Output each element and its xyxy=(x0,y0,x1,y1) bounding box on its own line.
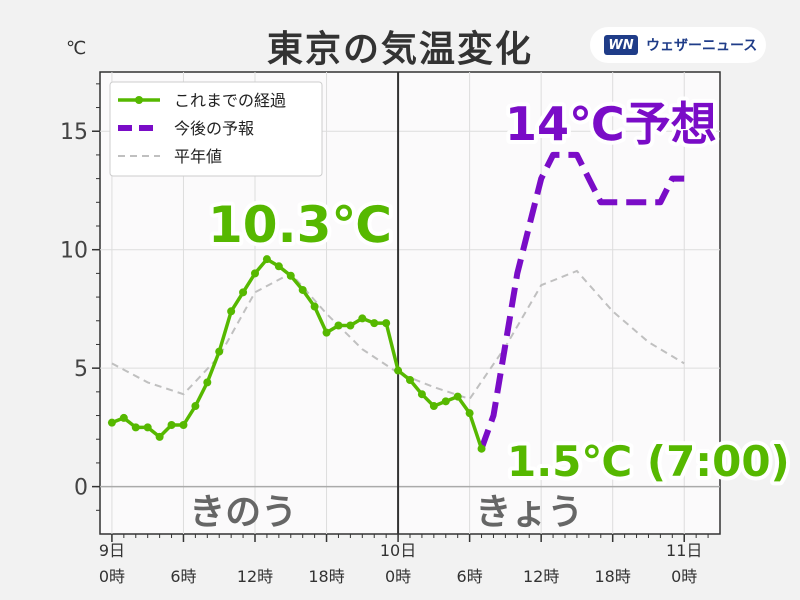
forecast-temp-label-outline: 14℃予想 xyxy=(505,97,717,151)
observed-point xyxy=(274,262,283,271)
legend-observed-label: これまでの経過 xyxy=(174,91,286,110)
observed-point xyxy=(215,347,224,356)
observed-point xyxy=(131,423,140,432)
observed-point xyxy=(382,319,391,328)
observed-point xyxy=(429,402,438,411)
brand-name: ウェザーニュース xyxy=(646,38,758,54)
series-normal-line xyxy=(111,269,685,401)
observed-point xyxy=(465,409,474,418)
observed-point xyxy=(119,413,128,422)
observed-point xyxy=(334,321,343,330)
legend-normal-label: 平年値 xyxy=(174,147,222,166)
observed-point xyxy=(322,328,331,337)
x-tick-label: 0時 xyxy=(385,567,411,586)
observed-point xyxy=(239,288,248,297)
observed-point xyxy=(346,321,355,330)
observed-point xyxy=(310,302,319,311)
y-tick-label: 15 xyxy=(60,120,88,145)
observed-point xyxy=(227,307,236,316)
min-temp-label: 1.5℃ (7:00) xyxy=(507,437,790,486)
observed-point xyxy=(251,269,259,278)
observed-point xyxy=(143,423,152,432)
x-tick-date-label: 11日 xyxy=(666,541,702,560)
observed-point xyxy=(358,314,367,323)
observed-point xyxy=(417,390,426,399)
x-tick-label: 18時 xyxy=(308,567,344,586)
today-label: きょう xyxy=(475,492,583,533)
min-temp-label-outline: 1.5℃ (7:00) xyxy=(507,437,790,486)
y-tick-label: 5 xyxy=(74,357,88,382)
legend-forecast-label: 今後の予報 xyxy=(174,119,254,138)
x-tick-label: 6時 xyxy=(170,567,196,586)
yesterday-label: きのう xyxy=(189,492,297,533)
x-tick-date-label: 9日 xyxy=(99,541,125,560)
y-tick-label: 10 xyxy=(60,239,88,264)
observed-point xyxy=(107,418,116,427)
legend-box xyxy=(109,81,323,177)
observed-point xyxy=(453,392,462,401)
x-tick-label: 0時 xyxy=(99,567,125,586)
observed-point xyxy=(167,421,176,430)
observed-point xyxy=(298,285,307,294)
observed-point xyxy=(477,444,486,453)
weathernews-logo-icon: WN xyxy=(604,35,638,55)
observed-point xyxy=(179,421,188,430)
observed-point xyxy=(191,402,200,411)
observed-point xyxy=(262,255,271,264)
series-lines xyxy=(107,151,685,453)
x-tick-date-label: 10日 xyxy=(380,541,416,560)
y-axis-unit: ℃ xyxy=(66,38,87,59)
y-tick-label: 0 xyxy=(74,476,88,501)
observed-point xyxy=(286,271,295,280)
observed-point xyxy=(203,378,212,387)
chart-title: 東京の気温変化 xyxy=(266,29,533,70)
legend-marker xyxy=(135,96,143,104)
brand-badge: WN ウェザーニュース xyxy=(590,27,766,63)
x-tick-label: 0時 xyxy=(671,567,697,586)
x-tick-label: 6時 xyxy=(457,567,483,586)
forecast-temp-label: 14℃予想 xyxy=(505,97,717,151)
observed-point xyxy=(394,366,403,375)
observed-point xyxy=(406,376,414,384)
observed-point xyxy=(441,397,450,406)
x-tick-label: 12時 xyxy=(523,567,559,586)
max-temp-label: 10.3℃ xyxy=(208,196,392,254)
x-tick-label: 12時 xyxy=(237,567,273,586)
max-temp-label-outline: 10.3℃ xyxy=(208,196,392,254)
axes: 0 5 10 15 9日 0時 6時 12時 18時 10日 0時 6時 12時 18時 11日 0時 xyxy=(60,72,709,586)
observed-point xyxy=(155,432,164,441)
x-tick-label: 18時 xyxy=(595,567,631,586)
observed-point xyxy=(370,319,379,328)
